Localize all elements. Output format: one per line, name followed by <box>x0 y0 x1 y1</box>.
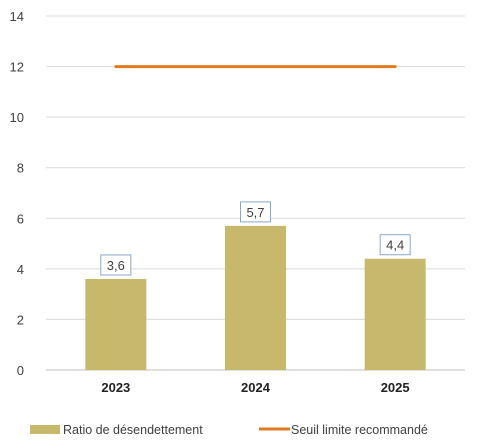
data-label-2024: 5,7 <box>246 205 264 220</box>
x-axis-tick-labels: 2023 2024 2025 <box>101 380 409 395</box>
x-tick-label-2023: 2023 <box>101 380 130 395</box>
legend-label-line: Seuil limite recommandé <box>291 423 428 437</box>
x-tick-label-2025: 2025 <box>381 380 410 395</box>
y-tick-label-2: 2 <box>17 312 24 327</box>
y-tick-label-0: 0 <box>17 363 24 378</box>
legend: Ratio de désendettement Seuil limite reco… <box>30 423 428 437</box>
y-tick-label-12: 12 <box>10 60 24 75</box>
data-label-2025: 4,4 <box>386 238 404 253</box>
bar-2023 <box>85 278 147 370</box>
y-tick-label-6: 6 <box>17 211 24 226</box>
legend-label-bar: Ratio de désendettement <box>63 423 203 437</box>
bar-2025 <box>364 258 426 370</box>
data-labels: 3,6 5,7 4,4 <box>100 201 411 276</box>
y-tick-label-4: 4 <box>17 262 24 277</box>
y-tick-label-10: 10 <box>10 110 24 125</box>
x-tick-label-2024: 2024 <box>241 380 271 395</box>
y-tick-label-8: 8 <box>17 161 24 176</box>
data-label-box-2023 <box>100 254 132 276</box>
data-label-box-2024 <box>240 201 271 223</box>
data-label-box-2025 <box>379 234 411 256</box>
bar-2024 <box>225 225 286 370</box>
bars <box>85 225 426 370</box>
y-tick-label-14: 14 <box>10 9 24 24</box>
data-label-2023: 3,6 <box>107 258 125 273</box>
y-axis-tick-labels: 0 2 4 6 8 10 12 14 <box>10 9 24 378</box>
legend-swatch-bar <box>30 425 60 434</box>
